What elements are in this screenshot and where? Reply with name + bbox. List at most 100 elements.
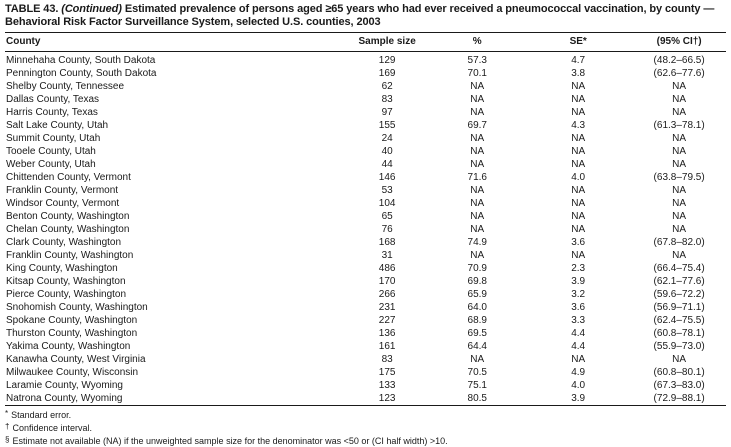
sample-size-cell: 146 bbox=[378, 172, 396, 183]
sample-size-cell: 65 bbox=[381, 211, 393, 222]
table-row: Windsor County, Vermont 104 NA NA NA bbox=[5, 197, 726, 210]
sample-size-cell: 123 bbox=[378, 393, 396, 404]
percent-cell: 74.9 bbox=[467, 237, 487, 248]
se-cell: NA bbox=[571, 81, 586, 92]
se-cell: 4.0 bbox=[571, 172, 586, 183]
percent-cell: NA bbox=[470, 224, 485, 235]
sample-size-cell: 76 bbox=[381, 224, 393, 235]
sample-size-cell: 44 bbox=[381, 159, 393, 170]
ci-cell: NA bbox=[672, 94, 687, 105]
percent-cell: NA bbox=[470, 133, 485, 144]
percent-cell: NA bbox=[470, 211, 485, 222]
ci-cell: (60.8–78.1) bbox=[653, 328, 705, 339]
ci-cell: NA bbox=[672, 185, 687, 196]
column-header-percent: % bbox=[430, 32, 525, 52]
percent-cell: 69.7 bbox=[467, 120, 487, 131]
sample-size-cell: 40 bbox=[381, 146, 393, 157]
se-cell: 2.3 bbox=[571, 263, 586, 274]
se-cell: 3.3 bbox=[571, 315, 586, 326]
ci-cell: NA bbox=[672, 354, 687, 365]
table-row: Natrona County, Wyoming 123 80.5 3.9 (72… bbox=[5, 392, 726, 406]
county-cell: King County, Washington bbox=[6, 263, 118, 274]
sample-size-cell: 486 bbox=[378, 263, 396, 274]
county-cell: Tooele County, Utah bbox=[6, 146, 96, 157]
table-row: Pierce County, Washington 266 65.9 3.2 (… bbox=[5, 288, 726, 301]
county-cell: Windsor County, Vermont bbox=[6, 198, 120, 209]
percent-cell: NA bbox=[470, 354, 485, 365]
county-cell: Dallas County, Texas bbox=[6, 94, 100, 105]
sample-size-cell: 170 bbox=[378, 276, 396, 287]
table-row: Pennington County, South Dakota 169 70.1… bbox=[5, 67, 726, 80]
se-cell: NA bbox=[571, 354, 586, 365]
table-number: TABLE 43. bbox=[5, 3, 59, 15]
percent-cell: 70.5 bbox=[467, 367, 487, 378]
county-cell: Weber County, Utah bbox=[6, 159, 96, 170]
table-row: Franklin County, Vermont 53 NA NA NA bbox=[5, 184, 726, 197]
percent-cell: NA bbox=[470, 146, 485, 157]
ci-cell: NA bbox=[672, 198, 687, 209]
header-row: County Sample size % SE* (95% CI†) bbox=[5, 32, 726, 52]
county-cell: Chittenden County, Vermont bbox=[6, 172, 131, 183]
county-cell: Clark County, Washington bbox=[6, 237, 122, 248]
se-cell: NA bbox=[571, 107, 586, 118]
percent-cell: 80.5 bbox=[467, 393, 487, 404]
column-header-se: SE* bbox=[524, 32, 633, 52]
table-row: Dallas County, Texas 83 NA NA NA bbox=[5, 93, 726, 106]
ci-cell: (55.9–73.0) bbox=[653, 341, 705, 352]
percent-cell: 75.1 bbox=[467, 380, 487, 391]
table-row: Tooele County, Utah 40 NA NA NA bbox=[5, 145, 726, 158]
column-header-county: County bbox=[5, 32, 344, 52]
percent-cell: 57.3 bbox=[467, 55, 487, 66]
sample-size-cell: 62 bbox=[381, 81, 393, 92]
county-cell: Harris County, Texas bbox=[6, 107, 98, 118]
sample-size-cell: 168 bbox=[378, 237, 396, 248]
sample-size-cell: 31 bbox=[381, 250, 393, 261]
ci-cell: NA bbox=[672, 81, 687, 92]
table-row: King County, Washington 486 70.9 2.3 (66… bbox=[5, 262, 726, 275]
ci-cell: (62.1–77.6) bbox=[653, 276, 705, 287]
se-cell: 3.6 bbox=[571, 302, 586, 313]
sample-size-cell: 97 bbox=[381, 107, 393, 118]
county-cell: Kanawha County, West Virginia bbox=[6, 354, 146, 365]
county-cell: Thurston County, Washington bbox=[6, 328, 138, 339]
table-row: Yakima County, Washington 161 64.4 4.4 (… bbox=[5, 340, 726, 353]
ci-cell: (63.8–79.5) bbox=[653, 172, 705, 183]
ci-cell: (67.8–82.0) bbox=[653, 237, 705, 248]
sample-size-cell: 104 bbox=[378, 198, 396, 209]
ci-cell: (56.9–71.1) bbox=[653, 302, 705, 313]
percent-cell: 65.9 bbox=[467, 289, 487, 300]
footnote-symbol: * bbox=[5, 409, 9, 418]
se-cell: 4.0 bbox=[571, 380, 586, 391]
county-cell: Chelan County, Washington bbox=[6, 224, 130, 235]
table-row: Chittenden County, Vermont 146 71.6 4.0 … bbox=[5, 171, 726, 184]
footnote-symbol: § bbox=[5, 435, 10, 444]
percent-cell: NA bbox=[470, 159, 485, 170]
title-text: Estimated prevalence of persons aged ≥65… bbox=[5, 3, 715, 28]
sample-size-cell: 133 bbox=[378, 380, 396, 391]
county-cell: Natrona County, Wyoming bbox=[6, 393, 123, 404]
county-cell: Franklin County, Vermont bbox=[6, 185, 119, 196]
percent-cell: 68.9 bbox=[467, 315, 487, 326]
ci-cell: (61.3–78.1) bbox=[653, 120, 705, 131]
county-cell: Benton County, Washington bbox=[6, 211, 130, 222]
table-row: Milwaukee County, Wisconsin 175 70.5 4.9… bbox=[5, 366, 726, 379]
county-cell: Spokane County, Washington bbox=[6, 315, 138, 326]
ci-cell: NA bbox=[672, 250, 687, 261]
se-cell: 4.4 bbox=[571, 341, 586, 352]
ci-cell: (48.2–66.5) bbox=[653, 55, 705, 66]
table-row: Benton County, Washington 65 NA NA NA bbox=[5, 210, 726, 223]
ci-cell: NA bbox=[672, 133, 687, 144]
footnotes-section: * Standard error. † Confidence interval. § Es… bbox=[5, 408, 726, 447]
se-cell: NA bbox=[571, 146, 586, 157]
se-cell: 3.8 bbox=[571, 68, 586, 79]
column-header-ci: (95% CI†) bbox=[632, 32, 726, 52]
percent-cell: 64.0 bbox=[467, 302, 487, 313]
percent-cell: NA bbox=[470, 185, 485, 196]
footnote-text: Standard error. bbox=[11, 410, 72, 420]
prevalence-table: County Sample size % SE* (95% CI†) Minne… bbox=[5, 32, 726, 406]
percent-cell: NA bbox=[470, 250, 485, 261]
county-cell: Snohomish County, Washington bbox=[6, 302, 148, 313]
footnote: † Confidence interval. bbox=[5, 421, 726, 434]
footnote-text: Confidence interval. bbox=[12, 423, 92, 433]
ci-cell: NA bbox=[672, 146, 687, 157]
